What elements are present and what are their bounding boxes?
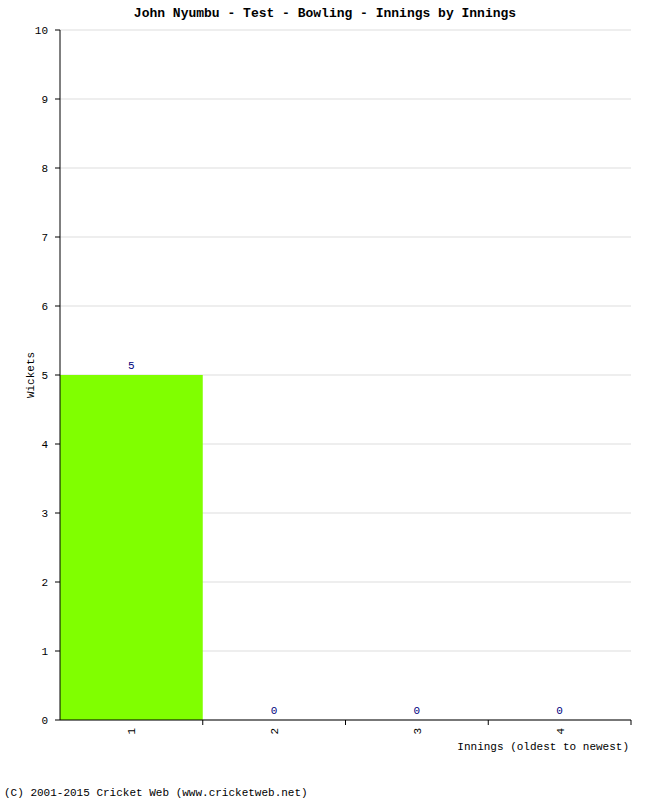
bars	[60, 375, 203, 720]
data-label: 0	[271, 705, 278, 717]
y-tick-label: 5	[41, 370, 48, 382]
y-tick-label: 4	[41, 439, 48, 451]
data-label: 5	[128, 360, 135, 372]
grid-line	[60, 306, 631, 307]
background	[0, 0, 650, 800]
grid-line	[60, 168, 631, 169]
x-tick	[202, 720, 203, 725]
bar	[60, 375, 203, 720]
y-tick-label: 3	[41, 508, 48, 520]
y-tick	[55, 582, 60, 583]
y-tick-label: 8	[41, 163, 48, 175]
x-tick-label: 4	[555, 728, 567, 735]
y-tick	[55, 375, 60, 376]
x-tick-label: 2	[269, 728, 281, 735]
y-tick-label: 10	[35, 25, 48, 37]
data-label: 0	[414, 705, 421, 717]
y-tick	[55, 30, 60, 31]
x-tick-label: 3	[412, 728, 424, 735]
y-tick-label: 2	[41, 577, 48, 589]
x-tick-label: 1	[126, 728, 138, 735]
y-tick-label: 0	[41, 715, 48, 727]
x-tick	[488, 720, 489, 725]
grid-line	[60, 237, 631, 238]
x-tick	[631, 720, 632, 725]
footer: (C) 2001-2015 Cricket Web (www.cricketwe…	[4, 787, 308, 799]
y-axis	[60, 30, 61, 720]
y-tick	[55, 720, 60, 721]
x-tick	[345, 720, 346, 725]
y-tick-label: 1	[41, 646, 48, 658]
y-tick	[55, 237, 60, 238]
y-tick	[55, 444, 60, 445]
y-tick	[55, 651, 60, 652]
grid-line	[60, 99, 631, 100]
y-tick-label: 7	[41, 232, 48, 244]
y-tick-label: 9	[41, 94, 48, 106]
y-tick	[55, 306, 60, 307]
title: John Nyumbu - Test - Bowling - Innings b…	[134, 6, 516, 21]
grid-line	[60, 30, 631, 31]
data-label: 0	[556, 705, 563, 717]
y-tick	[55, 513, 60, 514]
y-axis-label: Wickets	[25, 352, 37, 398]
x-axis-label: Innings (oldest to newest)	[457, 741, 629, 753]
y-tick-label: 6	[41, 301, 48, 313]
y-tick	[55, 168, 60, 169]
y-tick	[55, 99, 60, 100]
chart: 0 1 2 3 4 5 6 7 8 9 10 5 0 0 0 1 2 3 4 John Nyumbu - Test -…	[0, 0, 650, 800]
